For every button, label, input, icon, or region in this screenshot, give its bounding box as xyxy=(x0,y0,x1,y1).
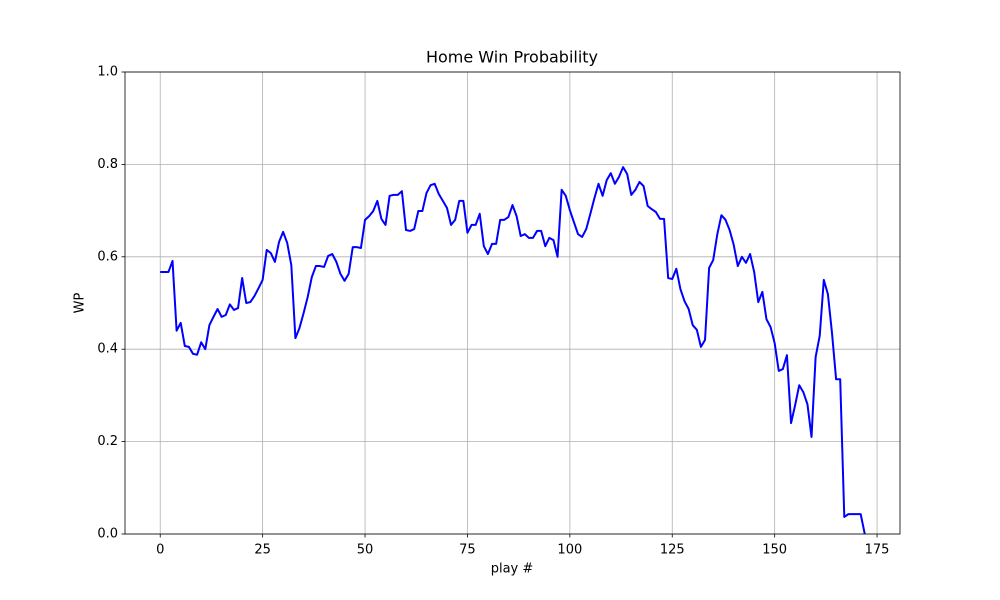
x-tick-label: 150 xyxy=(762,543,787,558)
line-series xyxy=(160,166,866,535)
x-tick-label: 100 xyxy=(557,543,582,558)
plot-frame xyxy=(124,71,901,535)
x-tick-label: 25 xyxy=(254,543,271,558)
x-tick-label: 175 xyxy=(865,543,890,558)
y-tick-label: 0.2 xyxy=(97,434,118,449)
y-tick-label: 0.8 xyxy=(97,157,118,172)
x-tick-label: 0 xyxy=(156,543,164,558)
y-tick-label: 0.0 xyxy=(97,527,118,542)
x-tick-label: 50 xyxy=(357,543,374,558)
chart-title: Home Win Probability xyxy=(426,48,598,67)
y-axis-label: WP xyxy=(73,292,88,313)
y-tick-label: 0.4 xyxy=(97,342,118,357)
x-tick-label: 75 xyxy=(459,543,476,558)
x-axis-label: play # xyxy=(491,562,534,577)
x-tick-label: 125 xyxy=(660,543,685,558)
y-tick-label: 1.0 xyxy=(97,65,118,80)
y-tick-label: 0.6 xyxy=(97,249,118,264)
